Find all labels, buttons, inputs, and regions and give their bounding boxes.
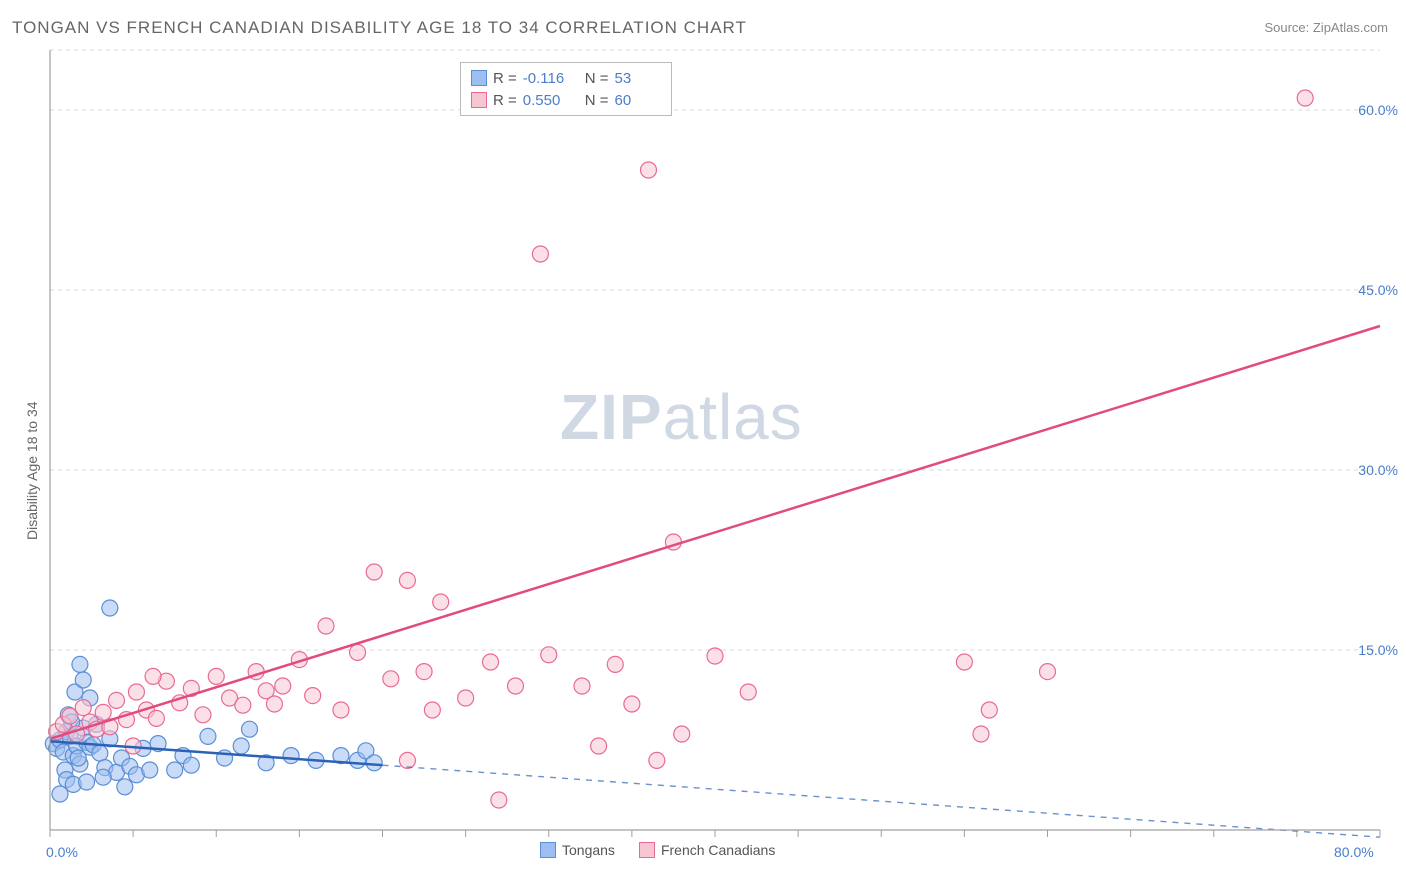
r-value: -0.116 [523, 70, 569, 87]
french_canadians-point [956, 654, 972, 670]
r-value: 0.550 [523, 92, 569, 109]
tongans-point [79, 774, 95, 790]
french_canadians-point [707, 648, 723, 664]
tongans-point [92, 745, 108, 761]
french_canadians-point [399, 752, 415, 768]
tongans-point [366, 755, 382, 771]
chart-container: TONGAN VS FRENCH CANADIAN DISABILITY AGE… [0, 0, 1406, 892]
tongans-point [142, 762, 158, 778]
n-label: N = [585, 70, 609, 87]
french_canadians-point [491, 792, 507, 808]
french_canadians-point [333, 702, 349, 718]
legend-item-tongans: Tongans [540, 842, 615, 858]
french_canadians-point [128, 684, 144, 700]
n-value: 60 [615, 92, 661, 109]
french_canadians-swatch-icon [471, 92, 487, 108]
r-label: R = [493, 70, 517, 87]
tongans-point [72, 656, 88, 672]
y-tick-label: 30.0% [1358, 462, 1398, 478]
french_canadians-point [266, 696, 282, 712]
french_canadians-point [541, 647, 557, 663]
french_canadians-point [195, 707, 211, 723]
n-value: 53 [615, 70, 661, 87]
french_canadians-point [532, 246, 548, 262]
french_canadians-point [399, 572, 415, 588]
french_canadians-point [981, 702, 997, 718]
french_canadians-point [649, 752, 665, 768]
french_canadians-point [433, 594, 449, 610]
y-tick-label: 15.0% [1358, 642, 1398, 658]
legend-label: French Canadians [661, 842, 775, 858]
tongans-point [70, 750, 86, 766]
french_canadians-point [305, 688, 321, 704]
tongans-point [242, 721, 258, 737]
french_canadians-point [75, 700, 91, 716]
tongans-point [75, 672, 91, 688]
tongans-point [117, 779, 133, 795]
french_canadians-point [109, 692, 125, 708]
french_canadians-point [740, 684, 756, 700]
french_canadians-point [458, 690, 474, 706]
y-axis-label: Disability Age 18 to 34 [24, 401, 40, 540]
french_canadians-point [483, 654, 499, 670]
french_canadians-point [424, 702, 440, 718]
french_canadians-point [641, 162, 657, 178]
series-legend: Tongans French Canadians [540, 842, 775, 858]
r-label: R = [493, 92, 517, 109]
french_canadians-point [416, 664, 432, 680]
correlation-legend: R = -0.116 N = 53 R = 0.550 N = 60 [460, 62, 672, 116]
tongans-swatch-icon [471, 70, 487, 86]
y-tick-label: 60.0% [1358, 102, 1398, 118]
french_canadians-point [591, 738, 607, 754]
french_canadians-point [350, 644, 366, 660]
french_canadians-point [235, 697, 251, 713]
french_canadians-point [148, 710, 164, 726]
legend-item-french_canadians: French Canadians [639, 842, 775, 858]
y-tick-label: 45.0% [1358, 282, 1398, 298]
french_canadians-swatch-icon [639, 842, 655, 858]
n-label: N = [585, 92, 609, 109]
french_canadians-point [275, 678, 291, 694]
french_canadians-point [674, 726, 690, 742]
tongans-point [283, 748, 299, 764]
french_canadians-point [95, 704, 111, 720]
tongans-trendline-ext [383, 765, 1381, 837]
french_canadians-point [607, 656, 623, 672]
french_canadians-point [624, 696, 640, 712]
tongans-point [95, 769, 111, 785]
french_canadians-point [366, 564, 382, 580]
french_canadians-point [1040, 664, 1056, 680]
legend-row-tongans: R = -0.116 N = 53 [471, 67, 661, 89]
x-axis-label: 0.0% [46, 844, 78, 860]
x-axis-label: 80.0% [1334, 844, 1374, 860]
french_canadians-point [973, 726, 989, 742]
french-canadians-trendline [50, 326, 1380, 739]
tongans-swatch-icon [540, 842, 556, 858]
french_canadians-point [1297, 90, 1313, 106]
legend-row-french_canadians: R = 0.550 N = 60 [471, 89, 661, 111]
legend-label: Tongans [562, 842, 615, 858]
french_canadians-point [574, 678, 590, 694]
french_canadians-point [208, 668, 224, 684]
french_canadians-point [145, 668, 161, 684]
french_canadians-point [383, 671, 399, 687]
chart-svg [0, 0, 1406, 892]
french_canadians-point [508, 678, 524, 694]
tongans-point [183, 757, 199, 773]
tongans-point [233, 738, 249, 754]
tongans-point [200, 728, 216, 744]
tongans-point [52, 786, 68, 802]
tongans-point [167, 762, 183, 778]
tongans-point [102, 600, 118, 616]
french_canadians-point [318, 618, 334, 634]
